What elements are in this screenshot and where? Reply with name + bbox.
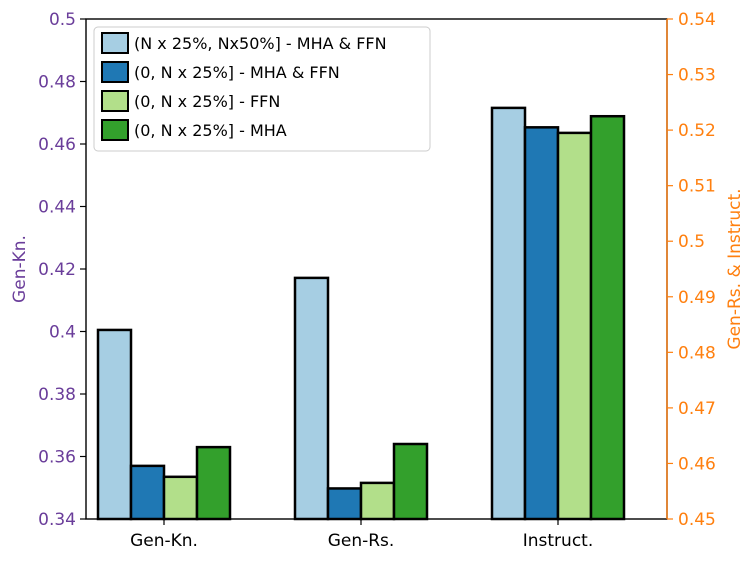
x-tick-label: Instruct.: [523, 531, 594, 551]
bar: [129, 464, 166, 521]
left-tick-label: 0.48: [38, 73, 76, 93]
bar: [162, 475, 199, 521]
bar: [589, 114, 626, 521]
bar: [96, 328, 133, 521]
right-tick-label: 0.53: [678, 66, 716, 86]
right-tick-label: 0.54: [678, 10, 716, 30]
legend-box: [93, 26, 431, 152]
legend-label: (0, N x 25%] - FFN: [134, 92, 280, 111]
left-tick-label: 0.38: [38, 385, 76, 405]
legend-swatch: [101, 119, 129, 141]
bar: [326, 487, 363, 521]
left-axis: 0.34 0.36 0.38 0.4 0.42 0.44 0.46 0.48 0.5: [38, 10, 86, 530]
right-tick-label: 0.52: [678, 121, 716, 141]
left-tick-label: 0.36: [38, 448, 76, 468]
legend-swatch: [101, 90, 129, 112]
right-axis: 0.45 0.46 0.47 0.48 0.49 0.5 0.51 0.52 0.53 0.54: [666, 10, 716, 530]
left-tick-label: 0.5: [49, 10, 76, 30]
bar: [293, 276, 330, 521]
left-tick-label: 0.42: [38, 260, 76, 280]
legend-label: (N x 25%, Nx50%] - MHA & FFN: [134, 34, 387, 53]
x-tick-label: Gen-Rs.: [328, 531, 395, 551]
right-tick-label: 0.46: [678, 454, 716, 474]
right-tick-label: 0.49: [678, 288, 716, 308]
bar: [523, 126, 560, 521]
x-tick-label: Gen-Kn.: [130, 531, 198, 551]
y-axis-label-right: Gen-Rs. & Instruct.: [725, 188, 745, 349]
left-tick-label: 0.46: [38, 135, 76, 155]
legend-swatch: [101, 32, 129, 54]
right-tick-label: 0.45: [678, 510, 716, 530]
right-tick-label: 0.5: [678, 232, 705, 252]
bar: [195, 445, 232, 521]
right-tick-label: 0.47: [678, 399, 716, 419]
bar: [556, 131, 593, 521]
y-axis-label-left: Gen-Kn.: [10, 235, 30, 303]
legend-label: (0, N x 25%] - MHA & FFN: [134, 63, 340, 82]
bar: [490, 106, 527, 521]
left-tick-label: 0.4: [49, 323, 76, 343]
right-tick-label: 0.48: [678, 343, 716, 363]
bars-group: [96, 106, 626, 521]
bar: [392, 442, 429, 521]
legend-label: (0, N x 25%] - MHA: [134, 121, 287, 140]
legend: (N x 25%, Nx50%] - MHA & FFN (0, N x 25%]…: [93, 26, 431, 152]
bar: [359, 481, 396, 521]
left-tick-label: 0.44: [38, 198, 76, 218]
right-tick-label: 0.51: [678, 177, 716, 197]
x-axis: Gen-Kn. Gen-Rs. Instruct.: [130, 519, 593, 551]
legend-swatch: [101, 61, 129, 83]
left-tick-label: 0.34: [38, 510, 76, 530]
